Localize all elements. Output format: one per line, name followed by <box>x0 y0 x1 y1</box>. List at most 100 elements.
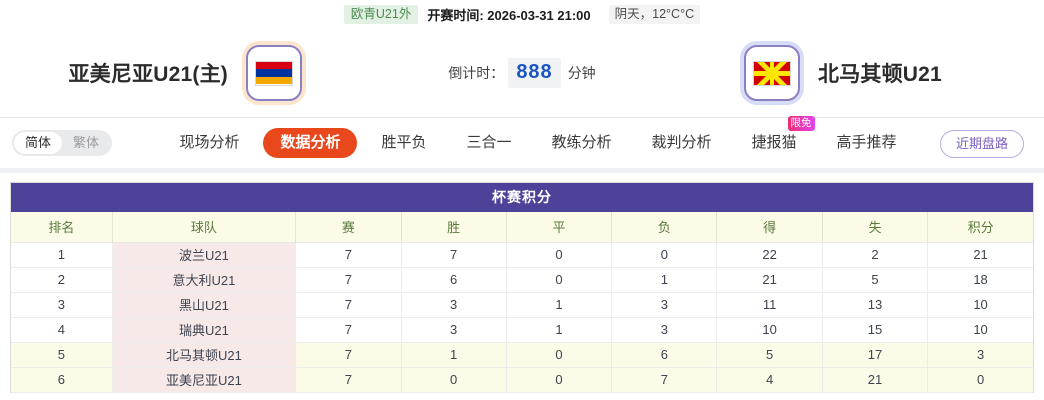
table-row[interactable]: 1 波兰U21 7 7 0 0 22 2 21 <box>11 242 1033 268</box>
countdown-block: 倒计时： 888 分钟 <box>330 58 714 88</box>
cell-win: 1 <box>401 342 507 368</box>
cell-points: 3 <box>927 342 1033 368</box>
cell-win: 6 <box>401 267 507 293</box>
nav-item-coach-analysis[interactable]: 教练分析 <box>551 134 612 151</box>
cell-draw: 0 <box>506 242 613 268</box>
lang-option-traditional[interactable]: 繁体 <box>73 135 100 150</box>
cell-played: 7 <box>295 317 402 343</box>
armenia-flag-icon <box>255 60 293 86</box>
cell-points: 21 <box>927 242 1033 268</box>
column-header-team: 球队 <box>112 212 297 243</box>
lang-option-simplified[interactable]: 简体 <box>14 132 63 154</box>
cell-draw: 1 <box>506 317 613 343</box>
cell-played: 7 <box>295 342 402 368</box>
table-row[interactable]: 6 亚美尼亚U21 7 0 0 7 4 21 0 <box>11 367 1033 393</box>
table-row[interactable]: 4 瑞典U21 7 3 1 3 10 15 10 <box>11 317 1033 343</box>
column-header-points: 积分 <box>927 212 1033 243</box>
cell-draw: 0 <box>506 267 613 293</box>
cell-gf: 10 <box>716 317 823 343</box>
countdown-unit: 分钟 <box>567 65 596 81</box>
weather-info: 阴天，12°C°C <box>608 4 701 25</box>
cell-team[interactable]: 亚美尼亚U21 <box>112 367 297 393</box>
cell-ga: 15 <box>822 317 929 343</box>
cell-loss: 1 <box>611 267 718 293</box>
column-header-win: 胜 <box>401 212 507 243</box>
standings-header-row: 排名 球队 赛 胜 平 负 得 失 积分 <box>11 212 1033 243</box>
nav-right-area: 近期盘路 <box>939 130 1024 158</box>
cell-played: 7 <box>295 292 402 318</box>
away-team-flag-frame <box>744 45 800 101</box>
cell-points: 0 <box>927 367 1033 393</box>
cell-ga: 5 <box>822 267 929 293</box>
nav-item-referee-analysis[interactable]: 裁判分析 <box>651 134 712 151</box>
language-toggle[interactable]: 简体 繁体 <box>12 130 113 156</box>
table-row[interactable]: 2 意大利U21 7 6 0 1 21 5 18 <box>11 267 1033 293</box>
column-header-draw: 平 <box>506 212 613 243</box>
nav-item-jiebao-cat[interactable]: 捷报猫 限免 <box>732 116 817 158</box>
cell-team[interactable]: 黑山U21 <box>112 292 297 318</box>
column-header-rank: 排名 <box>11 212 113 243</box>
cell-win: 7 <box>401 242 507 268</box>
standings-table: 排名 球队 赛 胜 平 负 得 失 积分 1 波兰U21 7 7 0 <box>11 212 1033 393</box>
standings-title: 杯赛积分 <box>11 183 1033 212</box>
away-team-block[interactable]: 北马其顿U21 <box>714 45 1044 101</box>
north-macedonia-flag-icon <box>753 60 791 86</box>
match-header: 亚美尼亚U21(主) 倒计时： 888 分钟 北马其顿U21 <box>0 29 1044 118</box>
home-team-block[interactable]: 亚美尼亚U21(主) <box>0 45 330 101</box>
cell-draw: 0 <box>506 342 613 368</box>
cell-rank: 6 <box>11 367 113 393</box>
home-team-flag-frame <box>246 45 302 101</box>
main-nav: 简体 繁体 现场分析 数据分析 胜平负 三合一 教练分析 裁判分析 捷报猫 限免 … <box>0 116 1044 168</box>
cell-ga: 13 <box>822 292 929 318</box>
cell-ga: 2 <box>822 242 929 268</box>
cell-team[interactable]: 北马其顿U21 <box>112 342 297 368</box>
cell-win: 3 <box>401 292 507 318</box>
cell-loss: 3 <box>611 292 718 318</box>
standings-panel: 杯赛积分 排名 球队 赛 胜 平 负 得 失 积分 <box>10 182 1034 393</box>
kickoff-time: 开赛时间: 2026-03-31 21:00 <box>427 8 591 23</box>
cell-loss: 7 <box>611 367 718 393</box>
cell-team[interactable]: 意大利U21 <box>112 267 297 293</box>
standings-body: 1 波兰U21 7 7 0 0 22 2 21 2 意大利U21 7 6 0 1 <box>11 242 1033 393</box>
cell-played: 7 <box>295 367 402 393</box>
content-area: 杯赛积分 排名 球队 赛 胜 平 负 得 失 积分 <box>0 173 1044 400</box>
nav-item-win-draw-loss[interactable]: 胜平负 <box>381 134 427 151</box>
nav-item-expert-picks[interactable]: 高手推荐 <box>836 134 897 151</box>
cell-points: 10 <box>927 292 1033 318</box>
cell-played: 7 <box>295 267 402 293</box>
league-tag: 欧青U21外 <box>343 4 419 25</box>
away-team-name: 北马其顿U21 <box>818 63 942 86</box>
home-team-name: 亚美尼亚U21(主) <box>68 63 228 86</box>
column-header-loss: 负 <box>611 212 718 243</box>
cell-team[interactable]: 波兰U21 <box>112 242 297 268</box>
cell-team[interactable]: 瑞典U21 <box>112 317 297 343</box>
nav-item-three-in-one[interactable]: 三合一 <box>466 134 512 151</box>
column-header-gf: 得 <box>716 212 823 243</box>
cell-win: 3 <box>401 317 507 343</box>
cell-gf: 22 <box>716 242 823 268</box>
table-row[interactable]: 5 北马其顿U21 7 1 0 6 5 17 3 <box>11 342 1033 368</box>
nav-item-list: 现场分析 数据分析 胜平负 三合一 教练分析 裁判分析 捷报猫 限免 高手推荐 <box>136 116 940 158</box>
table-row[interactable]: 3 黑山U21 7 3 1 3 11 13 10 <box>11 292 1033 318</box>
countdown-label: 倒计时： <box>448 65 505 81</box>
cell-loss: 0 <box>611 242 718 268</box>
cell-rank: 1 <box>11 242 113 268</box>
cell-ga: 17 <box>822 342 929 368</box>
cell-draw: 0 <box>506 367 613 393</box>
cell-points: 10 <box>927 317 1033 343</box>
cell-rank: 4 <box>11 317 113 343</box>
cell-draw: 1 <box>506 292 613 318</box>
free-limited-badge: 限免 <box>787 116 815 131</box>
cell-loss: 6 <box>611 342 718 368</box>
cell-played: 7 <box>295 242 402 268</box>
recent-odds-button[interactable]: 近期盘路 <box>939 130 1024 158</box>
countdown-value: 888 <box>508 58 561 88</box>
cell-rank: 2 <box>11 267 113 293</box>
column-header-ga: 失 <box>822 212 929 243</box>
cell-rank: 5 <box>11 342 113 368</box>
cell-loss: 3 <box>611 317 718 343</box>
cell-gf: 11 <box>716 292 823 318</box>
nav-item-live-analysis[interactable]: 现场分析 <box>179 134 240 151</box>
cell-gf: 5 <box>716 342 823 368</box>
nav-item-data-analysis[interactable]: 数据分析 <box>263 128 358 158</box>
